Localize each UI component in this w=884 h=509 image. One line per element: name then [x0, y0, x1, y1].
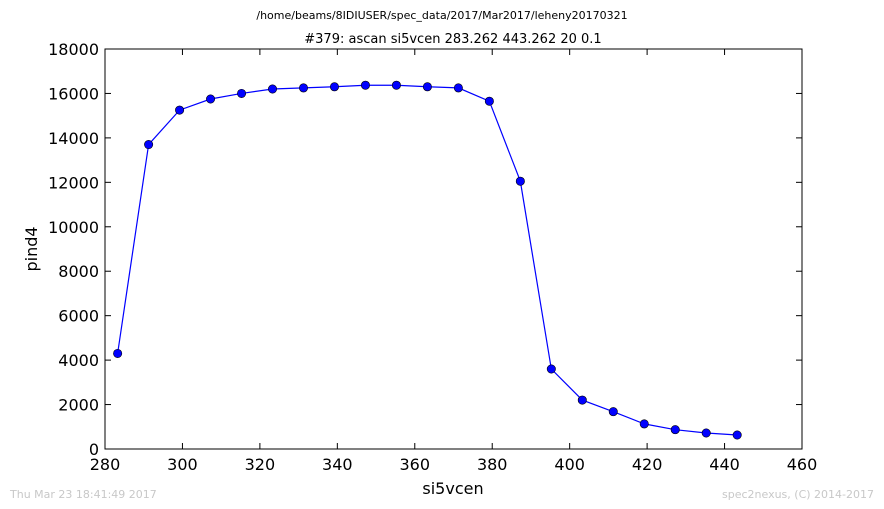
- x-tick-label: 320: [245, 455, 276, 474]
- data-point: [268, 84, 278, 94]
- x-tick-label: 400: [554, 455, 585, 474]
- data-point: [391, 80, 401, 90]
- data-point: [515, 176, 525, 186]
- data-point: [577, 395, 587, 405]
- data-point: [453, 83, 463, 93]
- data-point: [206, 94, 216, 104]
- data-point: [732, 430, 742, 440]
- x-tick-label: 340: [322, 455, 353, 474]
- y-tick-label: 8000: [58, 262, 99, 281]
- data-point: [546, 364, 556, 374]
- x-tick-label: 360: [400, 455, 431, 474]
- x-tick-label: 380: [477, 455, 508, 474]
- y-tick-label: 14000: [48, 129, 99, 148]
- x-tick-label: 460: [787, 455, 818, 474]
- y-tick-label: 6000: [58, 307, 99, 326]
- x-axis-label: si5vcen: [422, 479, 483, 498]
- series-line: [117, 84, 738, 436]
- data-point: [113, 348, 123, 358]
- footer-timestamp: Thu Mar 23 18:41:49 2017: [10, 488, 157, 501]
- x-tick-label: 440: [709, 455, 740, 474]
- data-point: [484, 96, 494, 106]
- y-axis-label: pind4: [22, 226, 41, 271]
- x-tick-label: 420: [632, 455, 663, 474]
- data-point: [670, 425, 680, 435]
- data-point: [298, 83, 308, 93]
- data-point: [144, 140, 154, 150]
- data-point: [608, 407, 618, 417]
- y-tick-label: 12000: [48, 173, 99, 192]
- y-tick-label: 10000: [48, 218, 99, 237]
- y-tick-label: 4000: [58, 351, 99, 370]
- data-point: [175, 105, 185, 115]
- data-point: [422, 82, 432, 92]
- data-point: [329, 82, 339, 92]
- file-path-title: /home/beams/8IDIUSER/spec_data/2017/Mar2…: [256, 9, 628, 22]
- axis-ticks: 280 300 320 340 360 380 400 420 440 460 0 2000 4000 6…: [48, 40, 817, 474]
- plot-area-frame: [104, 48, 803, 450]
- data-point: [639, 419, 649, 429]
- data-layer: [113, 80, 742, 440]
- y-tick-label: 16000: [48, 84, 99, 103]
- data-point: [360, 80, 370, 90]
- footer-credit: spec2nexus, (C) 2014-2017: [722, 488, 874, 501]
- data-point: [701, 428, 711, 438]
- y-tick-label: 0: [89, 440, 99, 459]
- x-tick-label: 300: [167, 455, 198, 474]
- x-tick-label: 280: [90, 455, 121, 474]
- chart-title: #379: ascan si5vcen 283.262 443.262 20 0…: [304, 32, 601, 47]
- data-point: [237, 88, 247, 98]
- y-tick-label: 2000: [58, 396, 99, 415]
- y-tick-label: 18000: [48, 40, 99, 59]
